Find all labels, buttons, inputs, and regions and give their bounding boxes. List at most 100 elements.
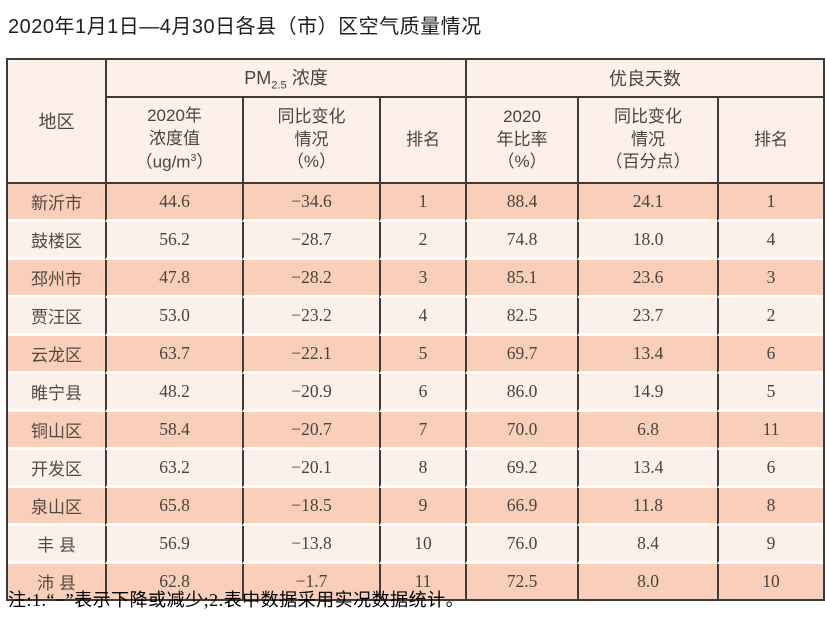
cell-region: 泉山区 <box>8 488 105 526</box>
table-row: 贾汪区 53.0 −23.2 4 82.5 23.7 2 <box>8 298 824 336</box>
cell-gd_rank: 6 <box>717 450 824 488</box>
cell-gd_rate: 76.0 <box>465 526 578 564</box>
table-body: 新沂市 44.6 −34.6 1 88.4 24.1 1 鼓楼区 56.2 −28.7 2 74.8 1… <box>8 184 824 599</box>
pm25-label-rest: 浓度 <box>291 68 328 89</box>
cell-gd_rank: 3 <box>717 260 824 298</box>
cell-pm_value: 65.8 <box>105 488 242 526</box>
footnote: 注:1.“−”表示下降或减少;2.表中数据采用实况数据统计。 <box>8 590 465 610</box>
cell-gd_change: 6.8 <box>577 412 718 450</box>
cell-region: 邳州市 <box>8 260 105 298</box>
cell-pm_change: −34.6 <box>242 184 379 222</box>
cell-region: 丰 县 <box>8 526 105 564</box>
cell-gd_rank: 10 <box>717 564 824 599</box>
cell-pm_value: 44.6 <box>105 184 242 222</box>
cell-pm_value: 63.2 <box>105 450 242 488</box>
cell-gd_rate: 86.0 <box>465 374 578 412</box>
table-row: 开发区 63.2 −20.1 8 69.2 13.4 6 <box>8 450 824 488</box>
cell-pm_rank: 11 <box>379 564 466 599</box>
table-row: 鼓楼区 56.2 −28.7 2 74.8 18.0 4 <box>8 222 824 260</box>
cell-pm_change: −20.1 <box>242 450 379 488</box>
cell-pm_rank: 4 <box>379 298 466 336</box>
cell-gd_rank: 2 <box>717 298 824 336</box>
cell-region: 新沂市 <box>8 184 105 222</box>
table-row: 云龙区 63.7 −22.1 5 69.7 13.4 6 <box>8 336 824 374</box>
cell-pm_value: 53.0 <box>105 298 242 336</box>
cell-pm_change: −23.2 <box>242 298 379 336</box>
cell-pm_value: 48.2 <box>105 374 242 412</box>
cell-pm_value: 47.8 <box>105 260 242 298</box>
cell-pm_change: −18.5 <box>242 488 379 526</box>
cell-gd_rate: 69.7 <box>465 336 578 374</box>
header-gd-change: 同比变化 情况 （百分点） <box>577 98 718 184</box>
cell-gd_rank: 4 <box>717 222 824 260</box>
cell-gd_change: 23.6 <box>577 260 718 298</box>
cell-pm_value: 56.2 <box>105 222 242 260</box>
table-row: 铜山区 58.4 −20.7 7 70.0 6.8 11 <box>8 412 824 450</box>
cell-pm_rank: 9 <box>379 488 466 526</box>
header-group-good-days: 优良天数 <box>465 60 824 98</box>
air-quality-table: 地区 PM2.5 浓度 优良天数 2020年 浓度值 （ug/m3） 同比变化 情… <box>6 58 825 601</box>
header-region: 地区 <box>8 60 105 184</box>
cell-gd_rank: 8 <box>717 488 824 526</box>
header-group-pm25: PM2.5 浓度 <box>105 60 466 98</box>
cell-pm_rank: 3 <box>379 260 466 298</box>
cell-region: 铜山区 <box>8 412 105 450</box>
cell-pm_rank: 1 <box>379 184 466 222</box>
table-header: 地区 PM2.5 浓度 优良天数 2020年 浓度值 （ug/m3） 同比变化 情… <box>8 60 824 184</box>
cell-gd_rate: 85.1 <box>465 260 578 298</box>
cell-gd_change: 8.4 <box>577 526 718 564</box>
cell-pm_value: 63.7 <box>105 336 242 374</box>
cell-pm_value: 58.4 <box>105 412 242 450</box>
header-gd-rank: 排名 <box>717 98 824 184</box>
cell-pm_rank: 10 <box>379 526 466 564</box>
table-row: 丰 县 56.9 −13.8 10 76.0 8.4 9 <box>8 526 824 564</box>
table-row: 新沂市 44.6 −34.6 1 88.4 24.1 1 <box>8 184 824 222</box>
cell-gd_change: 13.4 <box>577 450 718 488</box>
cell-gd_rank: 1 <box>717 184 824 222</box>
cell-region: 睢宁县 <box>8 374 105 412</box>
cell-pm_change: −13.8 <box>242 526 379 564</box>
cell-gd_rate: 82.5 <box>465 298 578 336</box>
cell-pm_rank: 8 <box>379 450 466 488</box>
cell-pm_rank: 5 <box>379 336 466 374</box>
table-row: 睢宁县 48.2 −20.9 6 86.0 14.9 5 <box>8 374 824 412</box>
cell-pm_change: −20.9 <box>242 374 379 412</box>
cell-region: 云龙区 <box>8 336 105 374</box>
cell-gd_change: 11.8 <box>577 488 718 526</box>
cell-pm_change: −20.7 <box>242 412 379 450</box>
table-row: 邳州市 47.8 −28.2 3 85.1 23.6 3 <box>8 260 824 298</box>
cell-region: 贾汪区 <box>8 298 105 336</box>
cell-gd_rate: 74.8 <box>465 222 578 260</box>
cell-gd_rank: 11 <box>717 412 824 450</box>
header-gd-rate: 2020 年比率 （%） <box>465 98 578 184</box>
cell-gd_rate: 69.2 <box>465 450 578 488</box>
cell-gd_change: 18.0 <box>577 222 718 260</box>
cell-region: 沛 县 <box>8 564 105 599</box>
cell-gd_change: 24.1 <box>577 184 718 222</box>
page-title: 2020年1月1日—4月30日各县（市）区空气质量情况 <box>8 16 482 38</box>
cell-gd_rate: 66.9 <box>465 488 578 526</box>
cell-pm_value: 62.8 <box>105 564 242 599</box>
pm25-label-main: PM <box>244 68 272 89</box>
cell-gd_rate: 70.0 <box>465 412 578 450</box>
cell-gd_change: 13.4 <box>577 336 718 374</box>
cell-gd_rate: 88.4 <box>465 184 578 222</box>
table-row: 泉山区 65.8 −18.5 9 66.9 11.8 8 <box>8 488 824 526</box>
cell-pm_value: 56.9 <box>105 526 242 564</box>
table-row: 沛 县 62.8 −1.7 11 72.5 8.0 10 <box>8 564 824 599</box>
header-pm-value: 2020年 浓度值 （ug/m3） <box>105 98 242 184</box>
cell-pm_change: −1.7 <box>242 564 379 599</box>
cell-pm_change: −28.2 <box>242 260 379 298</box>
cell-gd_change: 23.7 <box>577 298 718 336</box>
cell-pm_change: −28.7 <box>242 222 379 260</box>
cell-gd_rank: 5 <box>717 374 824 412</box>
cell-pm_rank: 2 <box>379 222 466 260</box>
header-pm-change: 同比变化 情况 （%） <box>242 98 379 184</box>
cell-gd_change: 14.9 <box>577 374 718 412</box>
cell-region: 开发区 <box>8 450 105 488</box>
cell-pm_change: −22.1 <box>242 336 379 374</box>
cell-region: 鼓楼区 <box>8 222 105 260</box>
pm25-label-subscript: 2.5 <box>271 79 287 92</box>
cell-gd_rank: 9 <box>717 526 824 564</box>
